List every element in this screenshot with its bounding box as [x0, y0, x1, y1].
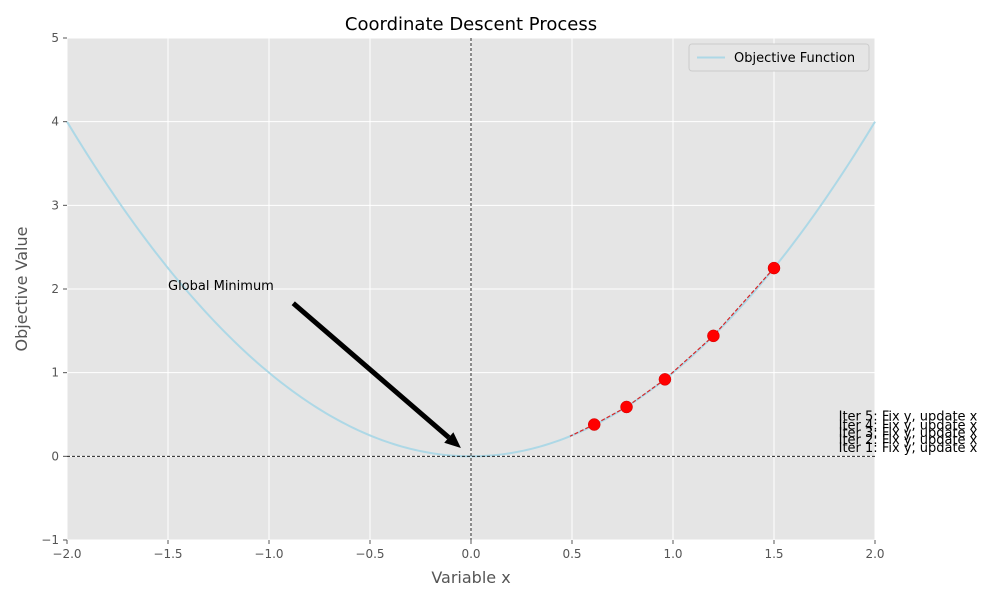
annotation-arrow-head	[444, 432, 461, 448]
chart-title: Coordinate Descent Process	[345, 14, 597, 35]
x-tick-label: 0.5	[562, 547, 581, 561]
x-axis-label: Variable x	[431, 568, 510, 587]
iteration-point	[620, 400, 633, 414]
x-tick-label: −1.0	[254, 547, 283, 561]
y-tick-label: 0	[51, 449, 59, 463]
descent-path-line	[569, 267, 775, 437]
y-tick-label: −1	[41, 533, 59, 547]
annotation-iteration-label: Iter 1: Fix y, update x	[839, 441, 978, 456]
iteration-point	[658, 373, 672, 386]
x-tick-label: −0.5	[355, 547, 384, 561]
iteration-point	[767, 261, 781, 275]
chart-legend: Objective Function	[688, 43, 870, 72]
y-tick-label: 2	[51, 282, 59, 296]
annotation-iteration-label: Iter 2: Fix y, update x	[839, 433, 978, 448]
y-tick-label: 5	[51, 31, 59, 45]
objective-function-line	[66, 121, 876, 458]
y-axis-label: Objective Value	[12, 227, 31, 352]
x-tick-label: 2.0	[865, 547, 884, 561]
iteration-point	[587, 418, 601, 431]
x-tick-label: −2.0	[52, 547, 81, 561]
annotation-iteration-label: Iter 5: Fix y, update x	[839, 409, 978, 424]
annotation-global-minimum: Global Minimum	[168, 279, 274, 294]
annotation-iteration-label: Iter 3: Fix y, update x	[839, 426, 978, 441]
x-tick-label: 1.5	[764, 547, 783, 561]
x-tick-label: −1.5	[153, 547, 182, 561]
x-tick-label: 1.0	[663, 547, 682, 561]
legend-box	[688, 43, 870, 72]
legend-entry-objective-function: Objective Function	[734, 51, 855, 66]
y-tick-label: 4	[51, 115, 59, 129]
annotation-iteration-label: Iter 4: Fix y, update x	[839, 419, 978, 434]
y-tick-label: 1	[51, 366, 59, 380]
y-tick-label: 3	[51, 198, 59, 212]
annotation-arrow-shaft	[291, 301, 451, 440]
x-tick-label: 0.0	[461, 547, 480, 561]
iteration-point	[707, 329, 720, 343]
